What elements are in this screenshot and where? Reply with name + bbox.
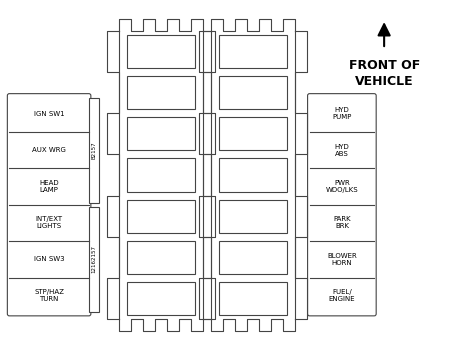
Text: IGN SW3: IGN SW3	[34, 256, 64, 262]
Bar	[219, 282, 287, 315]
Bar	[219, 240, 287, 274]
Bar	[219, 76, 287, 109]
Text: INT/EXT
LIGHTS: INT/EXT LIGHTS	[36, 216, 63, 229]
Text: HEAD
LAMP: HEAD LAMP	[39, 180, 59, 193]
Text: VEHICLE: VEHICLE	[355, 75, 413, 88]
Text: FUEL/
ENGINE: FUEL/ ENGINE	[328, 289, 355, 302]
Text: AUX WRG: AUX WRG	[32, 147, 66, 153]
Bar	[219, 117, 287, 150]
Bar	[127, 158, 195, 191]
Text: PWR
WDO/LKS: PWR WDO/LKS	[326, 180, 358, 193]
Text: 12162157: 12162157	[91, 245, 96, 273]
Bar	[127, 117, 195, 150]
Text: B2157: B2157	[91, 141, 96, 159]
FancyBboxPatch shape	[8, 94, 91, 316]
Text: BLOWER
HORN: BLOWER HORN	[327, 253, 357, 266]
Bar	[127, 282, 195, 315]
Text: HYD
PUMP: HYD PUMP	[332, 107, 352, 120]
Bar	[127, 199, 195, 233]
Text: IGN SW1: IGN SW1	[34, 111, 64, 117]
Bar	[89, 98, 99, 203]
Bar	[89, 207, 99, 312]
Text: FRONT OF: FRONT OF	[348, 59, 420, 72]
Text: STP/HAZ
TURN: STP/HAZ TURN	[34, 289, 64, 302]
Bar	[127, 240, 195, 274]
Bar	[127, 76, 195, 109]
Bar	[219, 199, 287, 233]
Bar	[219, 158, 287, 191]
Bar	[219, 35, 287, 68]
Text: HYD
ABS: HYD ABS	[335, 144, 349, 157]
Text: PARK
BRK: PARK BRK	[333, 216, 351, 229]
Bar	[127, 35, 195, 68]
FancyBboxPatch shape	[308, 94, 376, 316]
